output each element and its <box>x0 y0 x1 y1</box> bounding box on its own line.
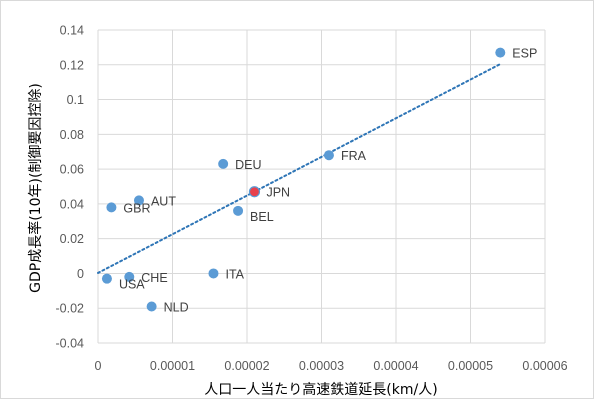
data-points <box>101 47 506 312</box>
y-tick-label: 0 <box>77 267 84 281</box>
x-tick-label: 0.00004 <box>373 359 418 373</box>
point-label-bel: BEL <box>250 210 274 224</box>
y-tick-label: -0.02 <box>56 302 85 316</box>
point-label-gbr: GBR <box>123 201 150 215</box>
point-label-che: CHE <box>141 271 167 285</box>
x-tick-label: 0.00006 <box>522 359 567 373</box>
trendline <box>97 63 502 274</box>
point-label-ita: ITA <box>225 267 244 281</box>
data-point-ita <box>208 268 219 279</box>
y-tick-label: 0.04 <box>60 197 84 211</box>
data-point-bel <box>233 205 244 216</box>
data-point-fra <box>323 150 334 161</box>
x-axis-title: 人口一人当たり高速鉄道延長(km/人) <box>204 381 437 398</box>
x-tick-label: 0.00005 <box>448 359 493 373</box>
point-label-jpn: JPN <box>266 186 290 200</box>
y-tick-label: 0.02 <box>60 232 84 246</box>
data-point-aut <box>133 195 144 206</box>
data-point-nld <box>146 301 157 312</box>
data-point-che <box>124 271 135 282</box>
point-label-aut: AUT <box>151 194 176 208</box>
y-tick-label: 0.1 <box>67 93 84 107</box>
y-tick-label: 0.12 <box>60 58 84 72</box>
y-tick-label: -0.04 <box>56 337 85 351</box>
x-tick-label: 0.00002 <box>224 359 269 373</box>
y-tick-label: 0.06 <box>60 163 84 177</box>
y-tick-label: 0.14 <box>60 24 84 38</box>
point-label-nld: NLD <box>164 300 189 314</box>
point-label-esp: ESP <box>512 47 537 61</box>
y-tick-label: 0.08 <box>60 128 84 142</box>
data-point-esp <box>495 47 506 58</box>
data-point-deu <box>218 158 229 169</box>
grid-lines <box>97 29 546 344</box>
tick-labels: 0 0.00001 0.00002 0.00003 0.00004 0.00005 0.00… <box>56 24 568 374</box>
x-tick-label: 0.00003 <box>299 359 344 373</box>
y-axis-title: GDP成長率(10年)(制御要因控除) <box>27 83 44 293</box>
point-label-usa: USA <box>119 278 145 292</box>
point-label-deu: DEU <box>235 158 261 172</box>
x-tick-label: 0 <box>95 359 102 373</box>
data-point-jpn <box>248 186 261 198</box>
x-tick-label: 0.00001 <box>150 359 195 373</box>
point-label-fra: FRA <box>341 149 367 163</box>
data-point-gbr <box>106 202 117 213</box>
trendline-layer <box>97 63 502 274</box>
data-point-usa <box>101 273 112 284</box>
